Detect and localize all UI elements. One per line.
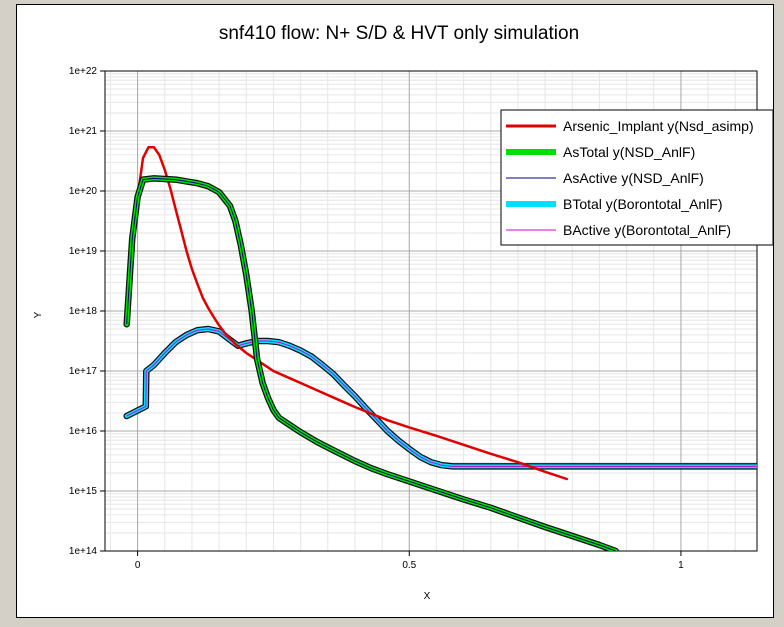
y-tick-label: 1e+22 (69, 66, 98, 77)
legend-label: AsActive y(NSD_AnlF) (563, 170, 704, 186)
legend-label: AsTotal y(NSD_AnlF) (563, 144, 695, 160)
legend-label: BActive y(Borontotal_AnlF) (563, 222, 731, 238)
x-tick-label: 0.5 (402, 560, 416, 571)
chart-frame: snf410 flow: N+ S/D & HVT only simulatio… (16, 4, 774, 618)
legend-label: BTotal y(Borontotal_AnlF) (563, 196, 723, 212)
legend-label: Arsenic_Implant y(Nsd_asimp) (563, 118, 754, 134)
y-tick-label: 1e+18 (69, 306, 98, 317)
y-axis-label: Y (33, 311, 44, 318)
y-tick-label: 1e+15 (69, 486, 98, 497)
series-group (123, 145, 757, 551)
series-line-asactive (126, 177, 616, 551)
y-tick-label: 1e+21 (69, 126, 98, 137)
y-tick-label: 1e+17 (69, 366, 98, 377)
grid-layer (105, 70, 757, 552)
axis-ticks: 1e+14 1e+15 1e+16 1e+17 1e+18 1e+19 1e+20 1e+21… (69, 66, 684, 571)
series-outline-btotal (123, 325, 757, 470)
chart-title: snf410 flow: N+ S/D & HVT only simulatio… (219, 23, 579, 44)
series-layer (123, 145, 757, 551)
x-tick-label: 0 (135, 560, 141, 571)
x-tick-label: 1 (678, 560, 684, 571)
legend: Arsenic_Implant y(Nsd_asimp) AsTotal y(NS… (500, 109, 774, 246)
y-tick-label: 1e+19 (69, 246, 98, 257)
series-line-btotal (124, 327, 757, 469)
y-tick-label: 1e+16 (69, 426, 98, 437)
y-tick-label: 1e+20 (69, 186, 98, 197)
series-line-bactive (126, 328, 757, 467)
y-tick-label: 1e+14 (69, 546, 98, 557)
chart-svg: snf410 flow: N+ S/D & HVT only simulatio… (33, 23, 774, 602)
x-axis-label: X (424, 591, 431, 602)
